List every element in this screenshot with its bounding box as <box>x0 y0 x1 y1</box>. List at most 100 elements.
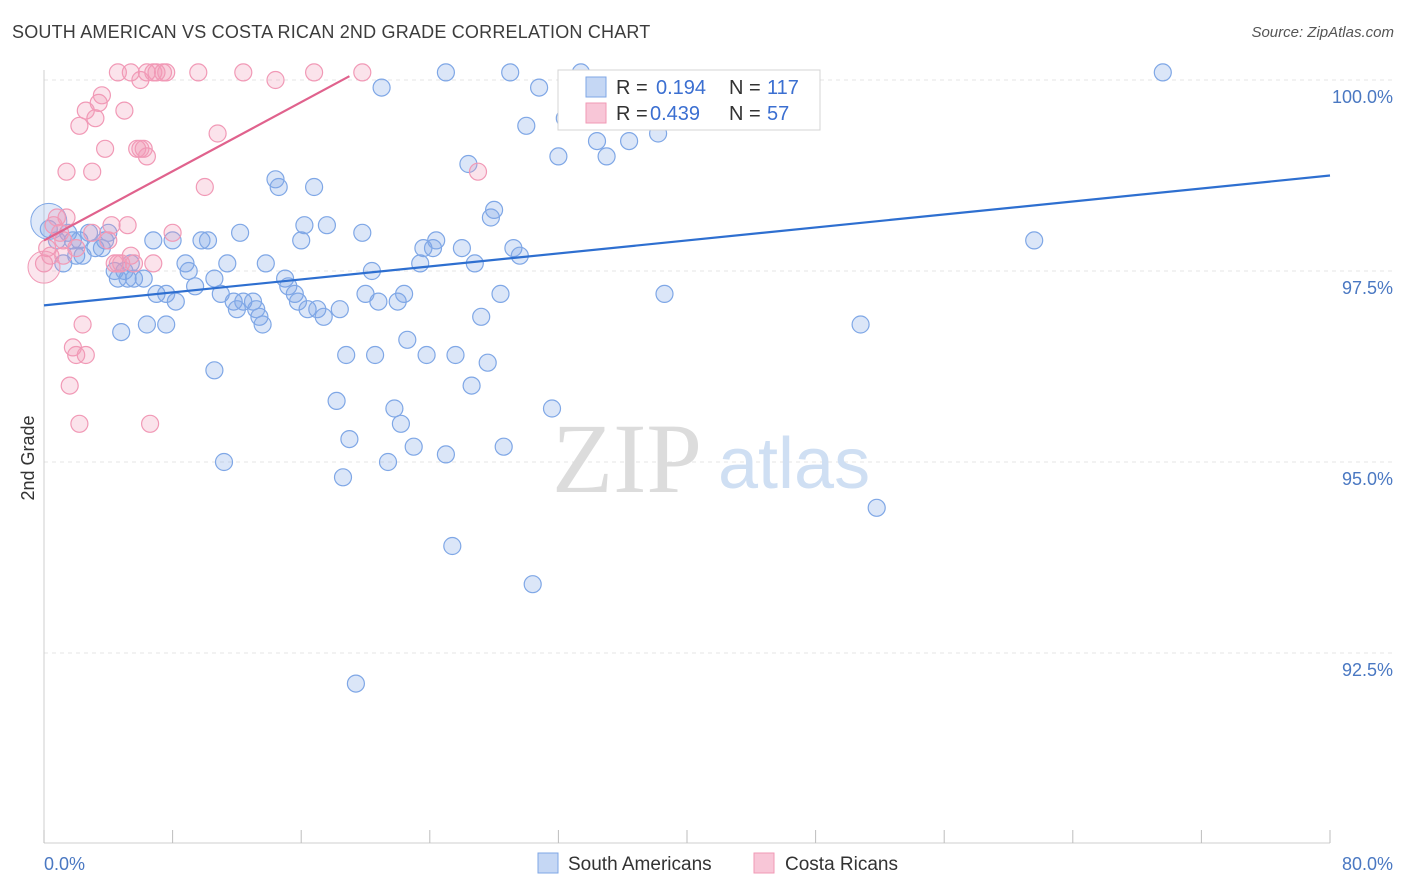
point-south-americans-50 <box>340 430 359 449</box>
point-south-americans-20 <box>166 292 185 311</box>
point-costa-ricans-34 <box>141 414 160 433</box>
legend-r-value-1: 0.194 <box>656 77 706 99</box>
point-south-americans-77 <box>491 284 510 303</box>
point-south-americans-78 <box>494 437 513 456</box>
point-south-americans-14 <box>134 269 153 288</box>
y-tick-label-1: 95.0% <box>1342 469 1393 489</box>
point-costa-ricans-53 <box>83 223 102 242</box>
point-south-americans-108 <box>247 300 266 319</box>
point-costa-ricans-14 <box>70 116 89 135</box>
point-costa-ricans-41 <box>121 63 140 82</box>
point-south-americans-70 <box>452 239 471 258</box>
point-costa-ricans-55 <box>34 254 54 273</box>
point-costa-ricans-20 <box>95 139 115 158</box>
x-ticks <box>43 830 1331 843</box>
point-south-americans-96 <box>436 63 455 82</box>
legend-n-label-1: N = <box>729 77 761 99</box>
point-south-americans-51 <box>346 674 365 693</box>
point-costa-ricans-29 <box>124 254 144 273</box>
point-south-americans-62 <box>411 254 430 273</box>
point-costa-ricans-47 <box>234 63 253 82</box>
source-label: Source: ZipAtlas.com <box>1251 24 1394 41</box>
trend-line-costa-ricans <box>43 75 350 242</box>
point-south-americans-47 <box>327 391 346 410</box>
legend-n-value-1: 117 <box>767 77 799 99</box>
point-south-americans-29 <box>231 223 250 242</box>
grid-lines <box>44 79 1393 654</box>
point-south-americans-88 <box>587 132 607 151</box>
point-costa-ricans-46 <box>195 177 214 197</box>
point-costa-ricans-51 <box>266 70 285 90</box>
point-south-americans-10 <box>108 269 128 288</box>
bottom-legend-label-south-americans: South Americans <box>568 854 712 875</box>
watermark: ZIP atlas <box>552 403 870 514</box>
point-south-americans-24 <box>198 231 218 250</box>
point-costa-ricans-49 <box>353 63 372 82</box>
point-costa-ricans-40 <box>108 63 128 82</box>
point-south-americans-79 <box>504 239 523 258</box>
point-south-americans-84 <box>542 399 562 418</box>
point-south-americans-101 <box>1153 63 1172 82</box>
point-costa-ricans-26 <box>115 101 134 120</box>
point-south-americans-66 <box>427 231 446 250</box>
legend: R = 0.194 N = 117 R = 0.439 N = 57 <box>557 69 821 131</box>
point-south-americans-115 <box>227 300 246 319</box>
point-costa-ricans-38 <box>157 63 176 82</box>
point-costa-ricans-35 <box>144 254 163 273</box>
point-south-americans-12 <box>118 269 137 288</box>
bottom-legend-swatch-blue <box>537 852 559 874</box>
point-south-americans-85 <box>549 147 568 166</box>
point-south-americans-46 <box>317 216 336 235</box>
point-south-americans-105 <box>205 361 224 380</box>
point-costa-ricans-39 <box>163 223 182 242</box>
point-costa-ricans-13 <box>57 162 76 181</box>
point-south-americans-42 <box>298 300 317 319</box>
point-south-americans-33 <box>253 315 272 334</box>
point-south-americans-102 <box>73 246 92 265</box>
y-axis-label: 2nd Grade <box>18 415 38 500</box>
legend-n-value-2: 57 <box>767 103 789 125</box>
point-south-americans-17 <box>157 315 176 334</box>
point-south-americans-95 <box>372 78 391 97</box>
point-south-americans-118 <box>462 376 481 395</box>
point-south-americans-59 <box>398 330 417 349</box>
point-south-americans-83 <box>529 78 549 97</box>
point-south-americans-43 <box>305 177 324 197</box>
point-south-americans-15 <box>112 323 131 342</box>
point-costa-ricans-large <box>27 250 61 284</box>
point-south-americans-57 <box>385 399 404 418</box>
series-costa-ricans-points <box>27 63 488 433</box>
watermark-atlas: atlas <box>718 424 870 504</box>
point-south-americans-27 <box>218 254 237 273</box>
point-costa-ricans-33 <box>137 147 156 166</box>
point-costa-ricans-54 <box>67 239 86 258</box>
point-costa-ricans-22 <box>102 216 121 235</box>
point-south-americans-68 <box>443 536 462 556</box>
point-costa-ricans-9 <box>67 345 86 365</box>
point-south-americans-94 <box>655 284 674 303</box>
point-south-americans-91 <box>619 132 639 151</box>
point-south-americans-22 <box>186 277 205 296</box>
point-south-americans-100 <box>1025 231 1044 250</box>
point-costa-ricans-27 <box>118 216 137 235</box>
point-south-americans-36 <box>269 177 288 197</box>
point-south-americans-49 <box>337 345 356 365</box>
point-south-americans-40 <box>292 231 311 250</box>
point-south-americans-109 <box>288 292 308 311</box>
point-costa-ricans-7 <box>60 376 79 395</box>
point-south-americans-41 <box>295 216 314 235</box>
point-south-americans-97 <box>501 63 520 82</box>
point-south-americans-82 <box>523 575 542 594</box>
legend-r-label-2: R = <box>616 103 648 125</box>
bottom-legend: South Americans Costa Ricans <box>537 852 898 875</box>
trend-line-south-americans <box>43 174 1331 307</box>
point-south-americans-61 <box>404 437 423 456</box>
trend-lines <box>43 75 1331 307</box>
watermark-zip: ZIP <box>552 403 702 514</box>
y-tick-label-0: 92.5% <box>1342 660 1393 680</box>
legend-swatch-blue <box>585 76 607 98</box>
point-south-americans-81 <box>517 116 536 135</box>
point-costa-ricans-50 <box>468 162 488 181</box>
point-south-americans-67 <box>436 445 455 464</box>
point-costa-ricans-19 <box>92 86 112 105</box>
